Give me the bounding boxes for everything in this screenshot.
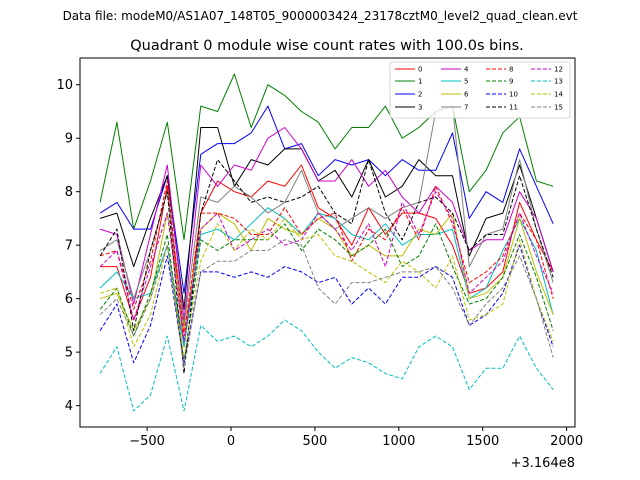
- series-line-15: [99, 239, 554, 369]
- legend-box: [389, 61, 571, 119]
- legend-label-6: 6: [464, 91, 469, 99]
- series-line-11: [99, 159, 554, 374]
- legend-label-12: 12: [554, 66, 563, 74]
- series-line-8: [99, 180, 554, 337]
- legend-label-0: 0: [418, 66, 422, 74]
- x-offset-label: +3.164e8: [511, 456, 575, 471]
- series-line-6: [99, 212, 554, 332]
- y-tick-label: 7: [65, 239, 73, 254]
- y-tick-label: 4: [65, 399, 73, 414]
- legend-label-15: 15: [554, 104, 563, 112]
- legend-label-14: 14: [554, 91, 563, 99]
- y-tick-label: 10: [56, 78, 73, 93]
- y-tick-label: 5: [65, 346, 73, 361]
- legend-label-5: 5: [464, 78, 468, 86]
- legend-label-9: 9: [509, 78, 513, 86]
- legend-label-2: 2: [418, 91, 422, 99]
- y-tick-label: 6: [65, 292, 73, 307]
- y-tick-label: 9: [65, 132, 73, 147]
- legend-label-7: 7: [464, 104, 468, 112]
- plot-area: [80, 58, 575, 427]
- legend-label-11: 11: [509, 104, 518, 112]
- x-axis: −500 0 500 1000 1500 2000: [129, 427, 583, 449]
- legend-label-8: 8: [509, 66, 513, 74]
- x-tick-label: 500: [303, 434, 328, 449]
- suptitle: Data file: modeM0/AS1A07_148T05_90000034…: [63, 9, 578, 23]
- y-tick-label: 8: [65, 185, 73, 200]
- x-tick-label: 2000: [550, 434, 583, 449]
- x-tick-label: 1500: [466, 434, 499, 449]
- series-line-2: [99, 105, 554, 294]
- chart-title: Quadrant 0 module wise count rates with …: [130, 38, 524, 54]
- axes-frame: [79, 57, 576, 428]
- series-line-12: [99, 191, 554, 342]
- y-axis: 4 5 6 7 8 9 10: [56, 78, 80, 414]
- series-line-0: [100, 164, 554, 348]
- legend-label-3: 3: [418, 104, 422, 112]
- x-tick-label: 0: [227, 434, 235, 449]
- legend-label-10: 10: [509, 91, 518, 99]
- series-line-14: [99, 217, 554, 358]
- series-lines: [99, 73, 554, 412]
- series-line-1: [99, 73, 554, 241]
- x-tick-label: −500: [129, 434, 165, 449]
- series-line-4: [99, 127, 554, 321]
- legend-label-13: 13: [554, 78, 563, 86]
- x-tick-label: 1000: [382, 434, 415, 449]
- legend-label-1: 1: [418, 78, 422, 86]
- legend-label-4: 4: [464, 66, 469, 74]
